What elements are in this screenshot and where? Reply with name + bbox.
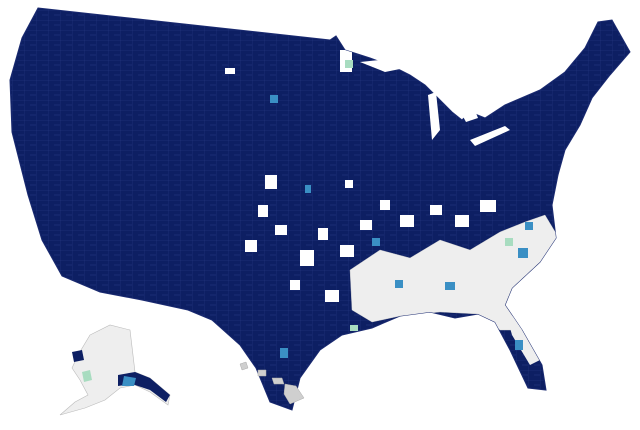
county (258, 205, 268, 217)
county (345, 60, 353, 68)
county (400, 215, 414, 227)
county (380, 200, 390, 210)
county (518, 248, 528, 258)
county (505, 238, 513, 246)
county (245, 240, 257, 252)
lake (428, 92, 440, 140)
county (318, 228, 328, 240)
county (372, 238, 380, 246)
county (480, 200, 496, 212)
county (445, 282, 455, 290)
county (350, 325, 358, 331)
contiguous-states (9, 7, 631, 411)
county (290, 280, 300, 290)
county (305, 185, 311, 193)
county (340, 245, 354, 257)
lake (360, 58, 415, 72)
county (225, 68, 235, 74)
county (515, 340, 523, 350)
scattered-counties (225, 50, 496, 302)
county (395, 280, 403, 288)
alaska-counties (82, 370, 92, 382)
county (325, 290, 339, 302)
county (265, 175, 277, 189)
low-value-counties (225, 50, 561, 365)
county (455, 215, 469, 227)
county (345, 180, 353, 188)
county (280, 348, 288, 358)
island (271, 377, 285, 385)
county (300, 250, 314, 266)
mid-value-counties (270, 95, 533, 358)
alaska-counties (122, 376, 136, 386)
county (430, 205, 442, 215)
county (525, 222, 533, 230)
island (283, 383, 305, 405)
alaska (59, 324, 171, 416)
alaska-counties (72, 350, 84, 362)
county (275, 225, 287, 235)
hawaii (239, 361, 305, 405)
lake (455, 98, 478, 122)
island (239, 361, 249, 371)
county (270, 95, 278, 103)
island (257, 369, 267, 377)
no-data-region (505, 310, 540, 365)
alaska-outline (59, 324, 171, 416)
light-value-counties (345, 60, 513, 331)
county (360, 220, 372, 230)
lake (470, 126, 510, 146)
